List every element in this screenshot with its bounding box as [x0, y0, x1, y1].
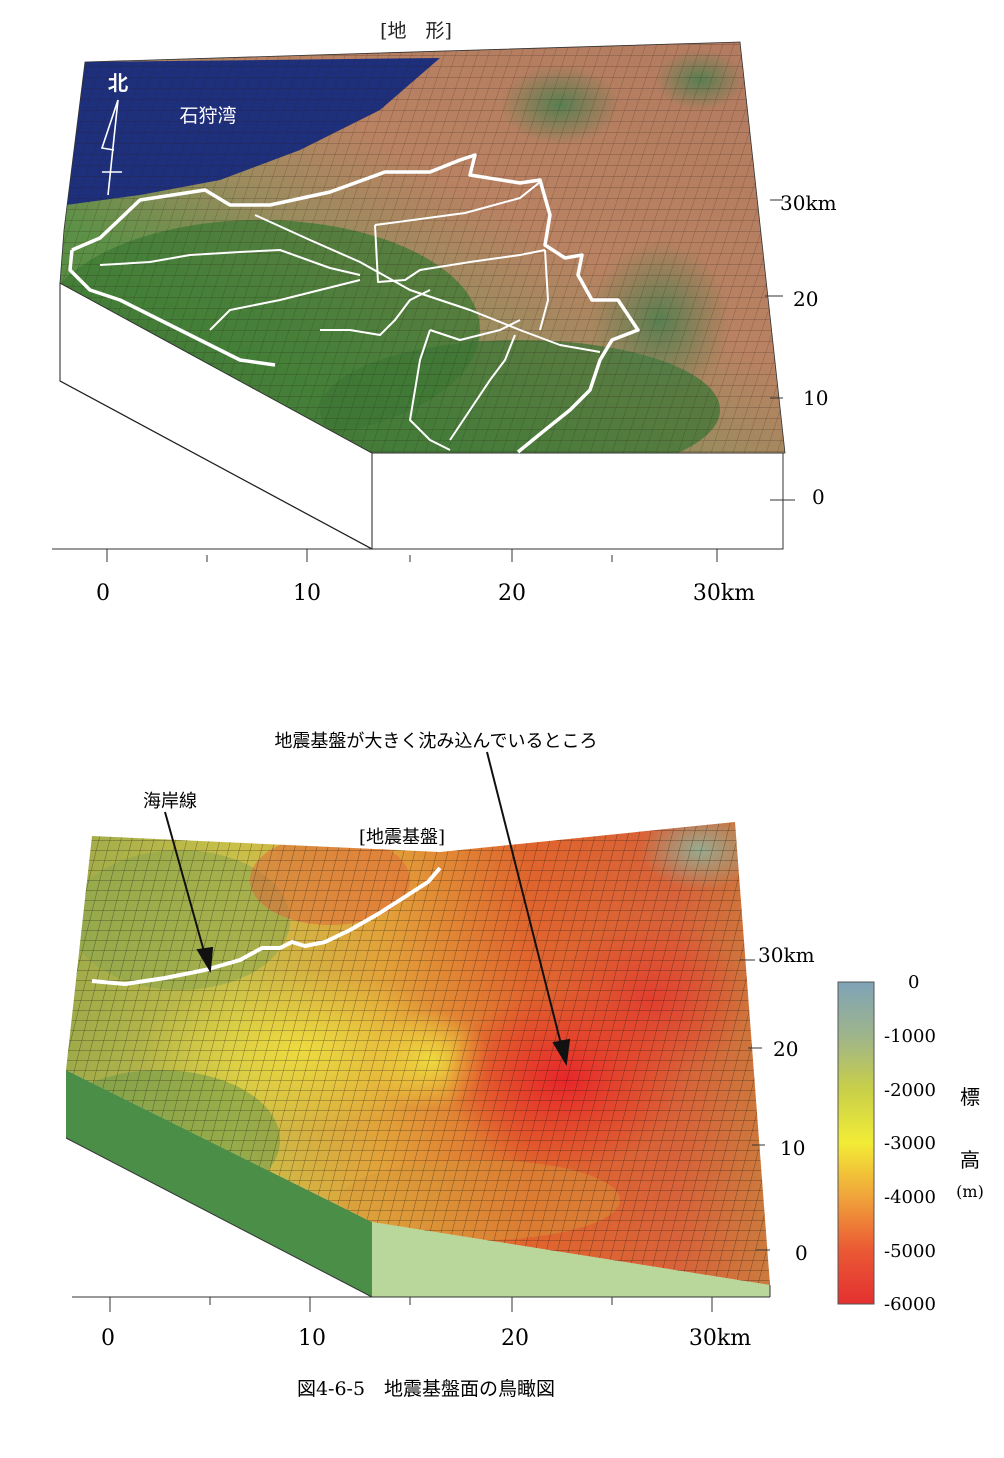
top-y-tick-0: 0: [812, 485, 825, 509]
top-block-sides: [59, 282, 784, 550]
coastline-annotation: 海岸線: [143, 791, 197, 812]
bottom-x-tick-10: 10: [298, 1326, 326, 1351]
colorbar-label-char-2: 高: [960, 1148, 980, 1172]
colorbar-tick-0: 0: [908, 972, 919, 993]
colorbar-label-char-1: 標: [960, 1085, 980, 1109]
figure-caption: 図4-6-5 地震基盤面の鳥瞰図: [297, 1378, 555, 1400]
top-x-tick-10: 10: [293, 581, 321, 606]
top-x-axis: [52, 548, 783, 562]
north-label: 北: [108, 71, 128, 95]
bottom-x-tick-30km: 30km: [689, 1326, 751, 1351]
bay-label: 石狩湾: [179, 105, 236, 127]
colorbar-tick-4000: -4000: [884, 1187, 936, 1208]
colorbar-tick-2000: -2000: [884, 1080, 936, 1101]
colorbar-tick-3000: -3000: [884, 1133, 936, 1154]
bottom-panel-title: [地震基盤]: [359, 827, 445, 848]
bottom-y-axis: [740, 959, 771, 1297]
municipal-boundaries: [68, 153, 640, 454]
top-y-axis: [765, 199, 795, 549]
colorbar-tick-6000: -6000: [884, 1294, 936, 1315]
top-panel: [52, 41, 795, 562]
top-y-tick-20: 20: [793, 287, 818, 311]
bottom-y-tick-0: 0: [795, 1241, 808, 1265]
deep-basement-annotation: 地震基盤が大きく沈み込んでいるところ: [274, 731, 597, 752]
top-y-tick-30km: 30km: [780, 191, 837, 215]
colorbar-label-unit: (m): [956, 1182, 984, 1201]
coastline: [91, 866, 442, 986]
annotation-arrows: [164, 751, 571, 1066]
bottom-x-tick-20: 20: [501, 1326, 529, 1351]
bottom-block-sides: [65, 1070, 770, 1298]
bottom-y-tick-10: 10: [780, 1136, 805, 1160]
bottom-y-tick-30km: 30km: [758, 943, 815, 967]
colorbar-tick-5000: -5000: [884, 1241, 936, 1262]
bottom-basement-surface: [66, 822, 770, 1285]
top-panel-title: [地 形]: [380, 20, 452, 42]
top-y-tick-10: 10: [803, 386, 828, 410]
colorbar: [837, 981, 875, 1305]
bottom-y-tick-20: 20: [773, 1037, 798, 1061]
colorbar-tick-1000: -1000: [884, 1026, 936, 1047]
bottom-panel: [65, 751, 875, 1312]
top-x-tick-0: 0: [96, 581, 110, 606]
top-x-tick-20: 20: [498, 581, 526, 606]
north-arrow-icon: [100, 99, 122, 196]
top-x-tick-30km: 30km: [693, 581, 755, 606]
bottom-x-tick-0: 0: [101, 1326, 115, 1351]
bottom-x-axis: [72, 1296, 770, 1312]
top-terrain-surface: [60, 42, 785, 453]
